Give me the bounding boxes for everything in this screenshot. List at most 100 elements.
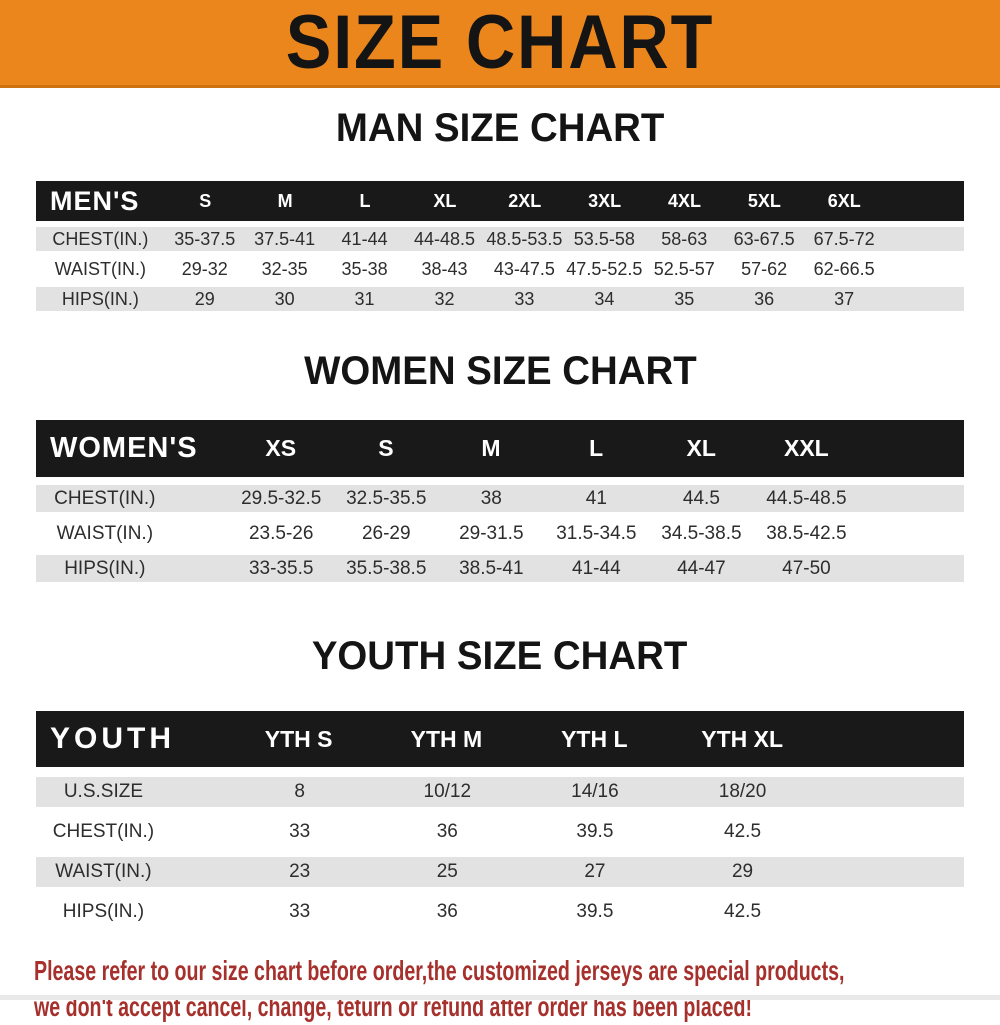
measure-value-cell: 38.5-41 [459, 557, 524, 579]
man-size-chart-heading: MAN SIZE CHART [0, 106, 1000, 159]
measure-value-cell: 36 [754, 288, 775, 309]
size-column-header-cell: 5XL [747, 190, 781, 211]
size-column-header-cell: 2XL [508, 190, 542, 211]
measure-value-cell: 37.5-41 [254, 228, 316, 249]
table-row: U.S.SIZE 8 10/12 14/16 18/20 [36, 777, 964, 807]
size-column-header-cell: M [277, 190, 293, 211]
measure-value-cell: 32-35 [261, 258, 308, 279]
bottom-edge-strip [0, 995, 1000, 1000]
table-row: CHEST(IN.) 29.5-32.5 32.5-35.5 38 41 44.5 44.5… [36, 485, 964, 512]
size-column-header-cell: XL [433, 190, 457, 211]
women-size-chart-heading-text: WOMEN SIZE CHART [303, 349, 697, 393]
size-column-header-cell: S [378, 435, 394, 461]
measure-value-cell: 34 [594, 288, 615, 309]
man-size-table: MEN'S S M L XL 2XL 3XL 4XL 5XL 6XL CHEST(IN.) 35-37… [36, 181, 964, 311]
measure-label-cell: WAIST(IN.) [55, 861, 152, 882]
table-row: CHEST(IN.) 33 36 39.5 42.5 [36, 817, 964, 847]
measure-value-cell: 26-29 [361, 522, 411, 544]
measure-value-cell: 18/20 [718, 781, 767, 802]
banner: SIZE CHART [0, 0, 1000, 88]
measure-label-cell: HIPS(IN.) [64, 557, 146, 579]
women-size-table: WOMEN'S XS S M L XL XXL CHEST(IN.) 29.5-32.5 32.5… [36, 420, 964, 582]
measure-label-cell: HIPS(IN.) [61, 288, 139, 309]
measure-value-cell: 31.5-34.5 [556, 522, 637, 544]
measure-value-cell: 29-32 [181, 258, 228, 279]
measure-value-cell: 33 [289, 821, 311, 842]
measure-value-cell: 23 [289, 861, 311, 882]
measure-value-cell: 41-44 [341, 228, 388, 249]
table-title-cell: YOUTH [50, 722, 175, 755]
size-column-header-cell: L [359, 190, 371, 211]
measure-label-cell: WAIST(IN.) [54, 258, 147, 279]
table-title-cell: MEN'S [50, 185, 140, 216]
measure-value-cell: 42.5 [724, 821, 762, 842]
measure-value-cell: 44.5-48.5 [766, 487, 847, 509]
measure-value-cell: 36 [436, 821, 458, 842]
size-column-header-cell: 3XL [588, 190, 622, 211]
size-column-header-cell: XL [686, 435, 716, 461]
size-column-header-cell: M [481, 435, 501, 461]
size-column-header-cell: 4XL [667, 190, 701, 211]
measure-value-cell: 44-48.5 [413, 228, 476, 249]
measure-value-cell: 57-62 [741, 258, 788, 279]
size-column-header-cell: L [589, 435, 604, 461]
size-column-header-cell: YTH M [410, 725, 483, 752]
measure-value-cell: 35-37.5 [174, 228, 236, 249]
measure-value-cell: 44.5 [682, 487, 720, 509]
measure-value-cell: 48.5-53.5 [486, 228, 563, 249]
measure-value-cell: 31 [354, 288, 375, 309]
measure-value-cell: 32.5-35.5 [346, 487, 427, 509]
measure-value-cell: 29.5-32.5 [241, 487, 322, 509]
measure-value-cell: 30 [274, 288, 295, 309]
size-column-header-cell: YTH XL [701, 725, 784, 752]
measure-value-cell: 27 [584, 861, 606, 882]
measure-value-cell: 29 [194, 288, 215, 309]
size-column-header-cell: S [199, 190, 212, 211]
measure-value-cell: 29 [731, 861, 754, 882]
table-row: CHEST(IN.) 35-37.5 37.5-41 41-44 44-48.5 48.5… [36, 227, 964, 251]
measure-value-cell: 14/16 [571, 781, 619, 802]
banner-title: SIZE CHART [285, 0, 715, 85]
table-row: WAIST(IN.) 29-32 32-35 35-38 38-43 43-47.5 47.… [36, 257, 964, 281]
measure-value-cell: 39.5 [576, 821, 614, 842]
measure-value-cell: 38 [480, 487, 502, 509]
size-column-header-cell: XXL [783, 435, 829, 461]
youth-size-chart-heading: YOUTH SIZE CHART [0, 634, 1000, 687]
measure-value-cell: 38-43 [421, 258, 468, 279]
measure-label-cell: HIPS(IN.) [62, 901, 145, 922]
measure-value-cell: 37 [834, 288, 855, 309]
measure-value-cell: 47.5-52.5 [566, 258, 643, 279]
size-column-header-cell: YTH L [561, 725, 628, 752]
measure-value-cell: 47-50 [782, 557, 831, 579]
measure-value-cell: 38.5-42.5 [766, 522, 847, 544]
measure-value-cell: 35 [674, 288, 695, 309]
disclaimer: Please refer to our size chart before or… [34, 953, 1000, 1025]
measure-value-cell: 39.5 [576, 901, 614, 922]
measure-value-cell: 35.5-38.5 [346, 557, 427, 579]
size-column-header-cell: YTH S [264, 725, 333, 752]
youth-size-table: YOUTH YTH S YTH M YTH L YTH XL U.S.SIZE 8 10/12… [36, 711, 964, 927]
measure-value-cell: 33-35.5 [248, 557, 314, 579]
measure-value-cell: 32 [434, 288, 455, 309]
measure-value-cell: 63-67.5 [733, 228, 795, 249]
measure-label-cell: CHEST(IN.) [52, 228, 149, 249]
measure-value-cell: 41 [585, 487, 607, 509]
measure-value-cell: 42.5 [724, 901, 762, 922]
size-column-header-cell: 6XL [827, 190, 861, 211]
measure-label-cell: CHEST(IN.) [52, 821, 155, 842]
measure-label-cell: CHEST(IN.) [54, 487, 156, 509]
table-row: HIPS(IN.) 29 30 31 32 33 34 35 36 37 [36, 287, 964, 311]
table-header-row: MEN'S S M L XL 2XL 3XL 4XL 5XL 6XL [36, 181, 964, 221]
measure-value-cell: 10/12 [423, 781, 472, 802]
disclaimer-line-1: Please refer to our size chart before or… [34, 955, 845, 986]
measure-value-cell: 34.5-38.5 [661, 522, 742, 544]
youth-size-chart-heading-text: YOUTH SIZE CHART [312, 634, 688, 678]
measure-value-cell: 52.5-57 [653, 258, 715, 279]
table-row: WAIST(IN.) 23.5-26 26-29 29-31.5 31.5-34.5 34… [36, 520, 964, 547]
table-row: HIPS(IN.) 33-35.5 35.5-38.5 38.5-41 41-44 44-… [36, 555, 964, 582]
measure-value-cell: 62-66.5 [813, 258, 875, 279]
man-size-chart-heading-text: MAN SIZE CHART [335, 106, 665, 150]
table-header-row: WOMEN'S XS S M L XL XXL [36, 420, 964, 477]
size-column-header-cell: XS [265, 435, 297, 461]
measure-value-cell: 58-63 [661, 228, 708, 249]
